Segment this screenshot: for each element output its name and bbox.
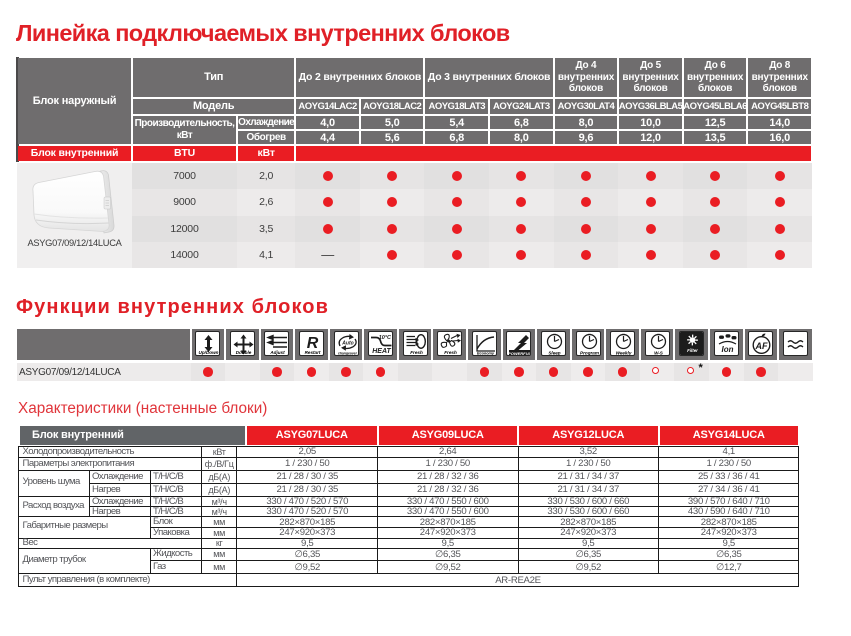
svg-text:Up/Down: Up/Down <box>199 350 219 355</box>
svg-text:HEAT: HEAT <box>372 348 391 355</box>
svg-text:Weekly: Weekly <box>616 351 632 356</box>
svg-text:Economy: Economy <box>477 352 495 356</box>
svg-text:Filter: Filter <box>687 348 698 353</box>
svg-text:AF: AF <box>755 341 768 351</box>
svg-text:R: R <box>307 335 319 352</box>
svg-text:Ion: Ion <box>721 345 733 354</box>
svg-text:W-S: W-S <box>654 351 664 356</box>
svg-text:POWERFUL: POWERFUL <box>508 351 531 356</box>
svg-text:Adjust: Adjust <box>270 350 286 355</box>
svg-text:Auto: Auto <box>341 341 353 347</box>
svg-text:Restart: Restart <box>305 350 321 355</box>
svg-text:Fresh: Fresh <box>410 350 423 355</box>
svg-text:Program: Program <box>580 351 599 356</box>
svg-text:Fresh: Fresh <box>445 350 458 355</box>
svg-text:10°C: 10°C <box>379 335 392 341</box>
svg-text:Double: Double <box>236 350 252 355</box>
svg-text:Sleep: Sleep <box>548 351 560 356</box>
svg-text:changeover: changeover <box>338 352 358 356</box>
